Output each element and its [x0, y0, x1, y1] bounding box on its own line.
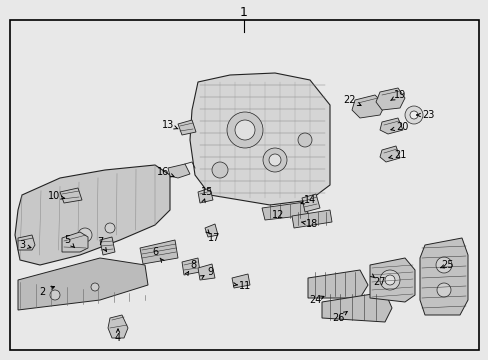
Polygon shape — [62, 232, 88, 252]
Text: 25: 25 — [441, 260, 453, 270]
Polygon shape — [302, 194, 319, 212]
Polygon shape — [108, 315, 128, 338]
Text: 9: 9 — [206, 267, 213, 277]
Text: 23: 23 — [421, 110, 433, 120]
Text: 3: 3 — [19, 240, 25, 250]
Polygon shape — [291, 210, 331, 228]
Polygon shape — [307, 270, 367, 298]
Text: 7: 7 — [97, 237, 103, 247]
Text: 21: 21 — [393, 150, 406, 160]
Polygon shape — [419, 238, 467, 315]
Polygon shape — [15, 165, 170, 265]
Text: 16: 16 — [157, 167, 169, 177]
Circle shape — [226, 112, 263, 148]
Polygon shape — [351, 95, 384, 118]
Text: 6: 6 — [152, 247, 158, 257]
Circle shape — [436, 283, 450, 297]
Circle shape — [404, 106, 422, 124]
Circle shape — [435, 257, 451, 273]
Text: 19: 19 — [393, 90, 406, 100]
Circle shape — [409, 111, 417, 119]
Circle shape — [235, 120, 254, 140]
Polygon shape — [262, 202, 307, 220]
Circle shape — [105, 223, 115, 233]
Polygon shape — [178, 120, 196, 135]
Text: 8: 8 — [189, 260, 196, 270]
Text: 12: 12 — [271, 210, 284, 220]
Text: 18: 18 — [305, 219, 318, 229]
Text: 13: 13 — [162, 120, 174, 130]
Circle shape — [379, 270, 399, 290]
Polygon shape — [379, 146, 399, 162]
Polygon shape — [369, 258, 414, 302]
Text: 1: 1 — [240, 5, 247, 18]
Circle shape — [384, 275, 394, 285]
Text: 24: 24 — [308, 295, 321, 305]
Polygon shape — [375, 88, 404, 110]
Polygon shape — [60, 188, 82, 203]
Polygon shape — [140, 240, 178, 264]
Polygon shape — [198, 188, 213, 203]
Text: 17: 17 — [207, 233, 220, 243]
Text: 20: 20 — [395, 122, 407, 132]
Circle shape — [91, 283, 99, 291]
Polygon shape — [100, 237, 115, 255]
Polygon shape — [18, 235, 35, 250]
Polygon shape — [231, 274, 249, 288]
Text: 2: 2 — [39, 287, 45, 297]
Text: 11: 11 — [238, 281, 251, 291]
Text: 27: 27 — [373, 277, 386, 287]
Circle shape — [78, 228, 92, 242]
Text: 10: 10 — [48, 191, 60, 201]
Polygon shape — [182, 258, 200, 275]
Text: 22: 22 — [343, 95, 356, 105]
Polygon shape — [321, 292, 391, 322]
Circle shape — [212, 162, 227, 178]
Polygon shape — [168, 164, 190, 178]
Text: 26: 26 — [331, 313, 344, 323]
Polygon shape — [204, 224, 218, 237]
Text: 15: 15 — [201, 187, 213, 197]
Circle shape — [297, 133, 311, 147]
Circle shape — [268, 154, 281, 166]
Text: 14: 14 — [303, 195, 315, 205]
Circle shape — [50, 290, 60, 300]
Text: 4: 4 — [115, 333, 121, 343]
Circle shape — [263, 148, 286, 172]
Polygon shape — [198, 264, 215, 280]
Polygon shape — [18, 258, 148, 310]
Polygon shape — [379, 118, 402, 134]
Polygon shape — [190, 73, 329, 205]
Text: 5: 5 — [64, 235, 70, 245]
